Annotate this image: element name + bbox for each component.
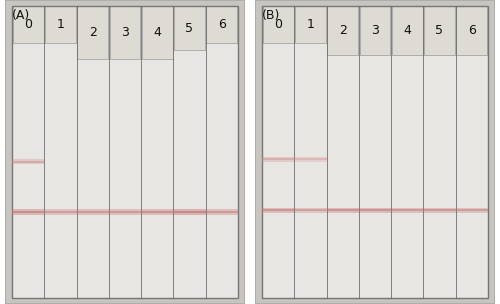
Bar bbox=[12, 160, 44, 164]
Bar bbox=[262, 157, 294, 162]
Text: 0: 0 bbox=[274, 18, 282, 31]
Text: 0: 0 bbox=[24, 18, 32, 31]
Bar bbox=[326, 208, 359, 213]
Bar bbox=[206, 6, 237, 43]
Bar bbox=[456, 208, 488, 213]
Bar bbox=[262, 208, 294, 213]
Bar bbox=[424, 6, 455, 55]
Text: 2: 2 bbox=[339, 24, 346, 37]
Bar bbox=[174, 6, 205, 50]
Text: 6: 6 bbox=[218, 18, 226, 31]
Bar bbox=[174, 209, 206, 215]
Text: 3: 3 bbox=[371, 24, 379, 37]
Text: (B): (B) bbox=[262, 9, 280, 22]
Bar bbox=[78, 6, 108, 59]
Bar bbox=[392, 6, 422, 55]
Bar bbox=[328, 6, 358, 55]
Text: 5: 5 bbox=[436, 24, 444, 37]
Bar bbox=[294, 208, 326, 213]
Text: 6: 6 bbox=[468, 24, 475, 37]
Bar bbox=[12, 209, 44, 215]
Text: 5: 5 bbox=[186, 22, 194, 35]
Text: (A): (A) bbox=[12, 9, 30, 22]
Bar bbox=[110, 6, 140, 59]
Text: 1: 1 bbox=[306, 18, 314, 31]
Bar bbox=[76, 209, 109, 215]
Text: 4: 4 bbox=[154, 26, 161, 39]
Bar bbox=[360, 6, 390, 55]
Bar bbox=[44, 209, 76, 215]
Bar bbox=[424, 208, 456, 213]
Text: 1: 1 bbox=[56, 18, 64, 31]
Text: 4: 4 bbox=[404, 24, 411, 37]
Bar bbox=[45, 6, 76, 43]
Bar bbox=[13, 6, 44, 43]
Bar bbox=[206, 209, 238, 215]
Bar bbox=[391, 208, 424, 213]
Bar bbox=[359, 208, 391, 213]
Bar bbox=[294, 157, 326, 162]
Bar bbox=[142, 6, 172, 59]
Bar bbox=[295, 6, 326, 43]
Text: 2: 2 bbox=[89, 26, 96, 39]
Bar bbox=[109, 209, 141, 215]
Text: 3: 3 bbox=[121, 26, 129, 39]
Bar bbox=[456, 6, 487, 55]
Bar bbox=[263, 6, 294, 43]
Bar bbox=[141, 209, 174, 215]
